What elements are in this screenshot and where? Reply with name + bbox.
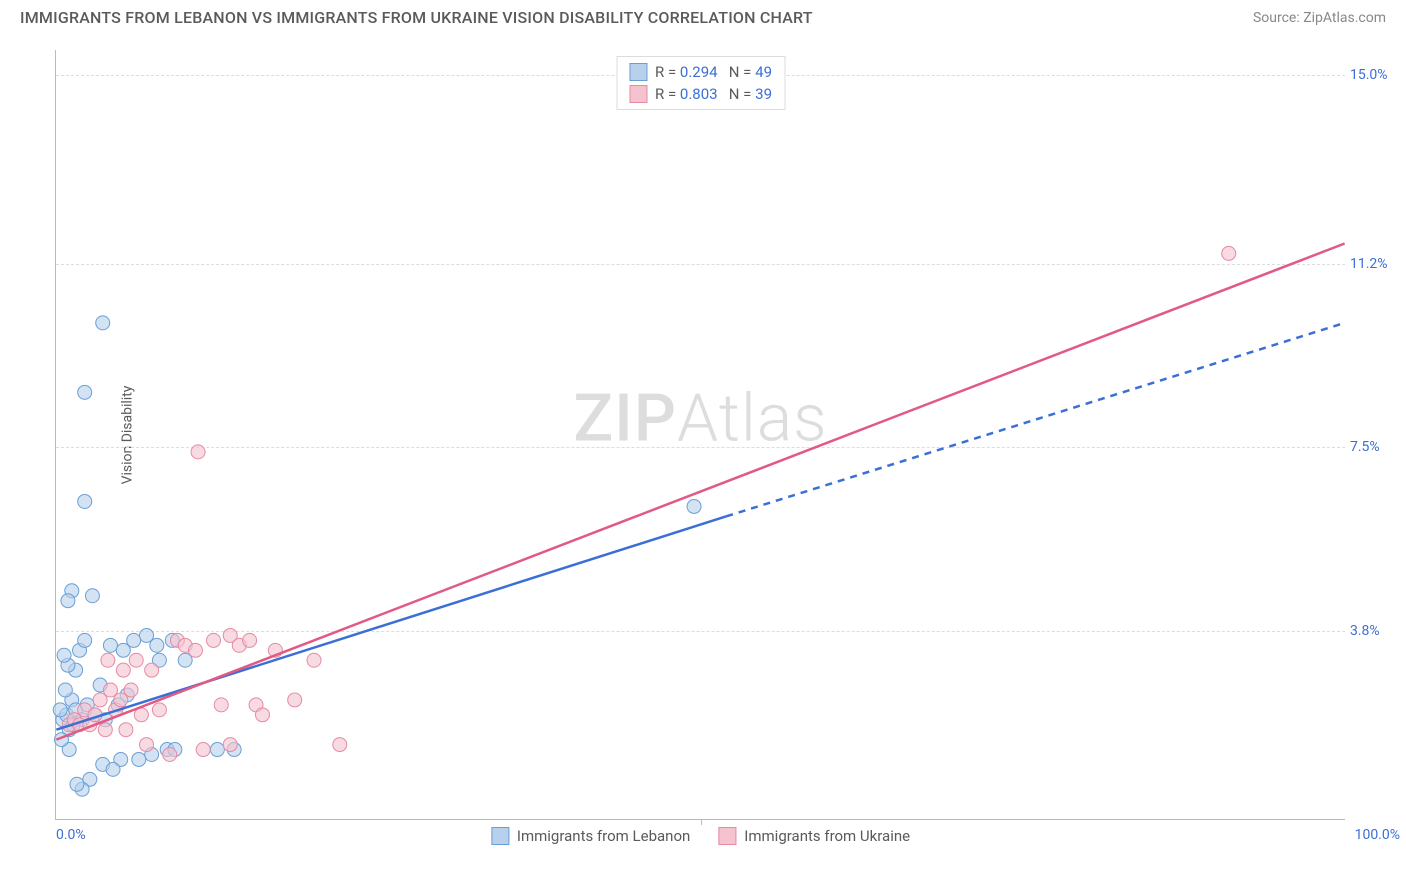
y-tick-label: 3.8%	[1350, 623, 1405, 639]
x-tick-label: 100.0%	[1355, 827, 1400, 843]
source-label: Source: ZipAtlas.com	[1253, 10, 1386, 26]
x-tick-label: 0.0%	[56, 827, 86, 843]
data-point	[223, 738, 237, 752]
data-point	[163, 748, 177, 762]
data-point	[116, 663, 130, 677]
data-point	[210, 743, 224, 757]
legend-swatch	[629, 85, 647, 103]
data-point	[98, 723, 112, 737]
data-point	[78, 494, 92, 508]
data-point	[188, 643, 202, 657]
y-tick-label: 15.0%	[1350, 67, 1405, 83]
data-point	[96, 316, 110, 330]
data-point	[85, 589, 99, 603]
data-point	[132, 752, 146, 766]
trend-line	[726, 323, 1344, 516]
legend-swatch	[491, 827, 509, 845]
series-legend: Immigrants from Lebanon Immigrants from U…	[491, 827, 910, 845]
data-point	[124, 683, 138, 697]
data-point	[127, 633, 141, 647]
data-point	[119, 723, 133, 737]
series-legend-label: Immigrants from Lebanon	[517, 827, 690, 845]
correlation-legend: R = 0.294 N = 49R = 0.803 N = 39	[616, 56, 785, 110]
data-point	[152, 703, 166, 717]
series-legend-label: Immigrants from Ukraine	[744, 827, 910, 845]
data-point	[70, 777, 84, 791]
legend-swatch	[629, 63, 647, 81]
data-point	[214, 698, 228, 712]
scatter-plot	[56, 50, 1345, 819]
series-legend-item: Immigrants from Ukraine	[718, 827, 910, 845]
legend-row: R = 0.803 N = 39	[629, 83, 772, 105]
data-point	[78, 385, 92, 399]
legend-row: R = 0.294 N = 49	[629, 61, 772, 83]
data-point	[191, 445, 205, 459]
data-point	[58, 683, 72, 697]
data-point	[288, 693, 302, 707]
trend-line	[56, 516, 726, 729]
data-point	[53, 703, 67, 717]
x-minor-tick	[701, 819, 702, 825]
y-tick-label: 7.5%	[1350, 439, 1405, 455]
data-point	[145, 663, 159, 677]
series-legend-item: Immigrants from Lebanon	[491, 827, 690, 845]
data-point	[78, 633, 92, 647]
trend-line	[56, 243, 1344, 739]
y-tick-label: 11.2%	[1350, 256, 1405, 272]
data-point	[140, 738, 154, 752]
data-point	[307, 653, 321, 667]
chart-title: IMMIGRANTS FROM LEBANON VS IMMIGRANTS FR…	[20, 8, 813, 27]
data-point	[1222, 246, 1236, 260]
data-point	[61, 594, 75, 608]
data-point	[150, 638, 164, 652]
data-point	[255, 708, 269, 722]
data-point	[101, 653, 115, 667]
data-point	[207, 633, 221, 647]
data-point	[129, 653, 143, 667]
data-point	[103, 638, 117, 652]
data-point	[57, 648, 71, 662]
data-point	[687, 499, 701, 513]
data-point	[106, 762, 120, 776]
data-point	[243, 633, 257, 647]
legend-swatch	[718, 827, 736, 845]
data-point	[196, 743, 210, 757]
data-point	[333, 738, 347, 752]
chart-plot-area: Vision Disability ZIPAtlas 3.8%7.5%11.2%…	[55, 50, 1345, 820]
